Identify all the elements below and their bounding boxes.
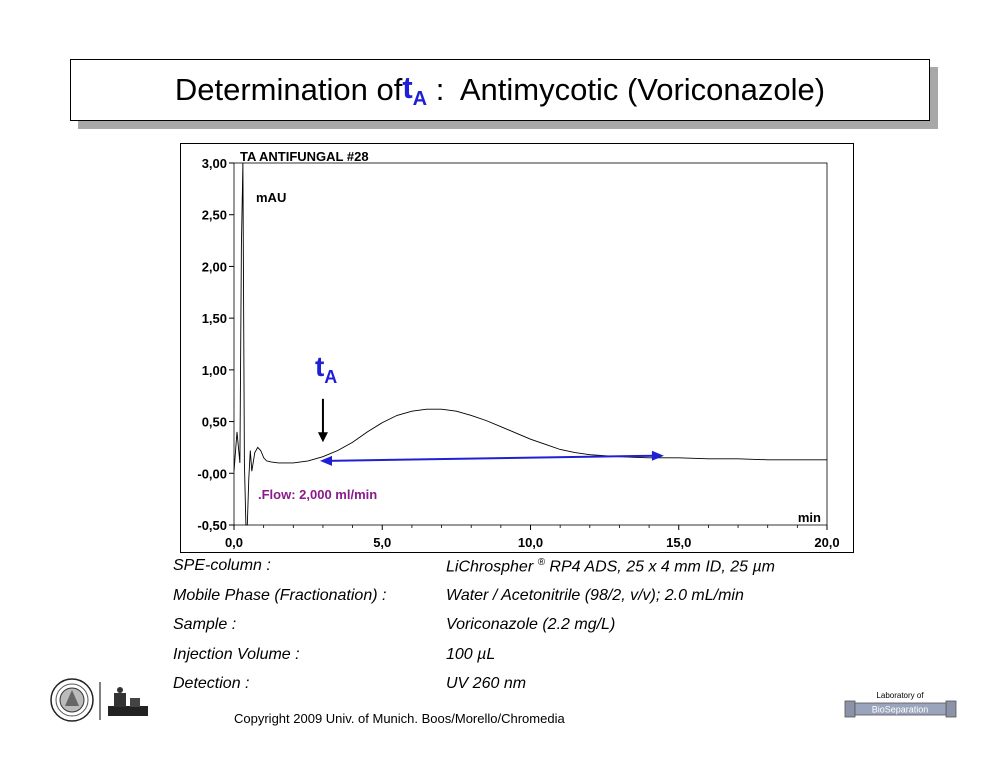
- spec-value: LiChrospher ® RP4 ADS, 25 x 4 mm ID, 25 …: [446, 557, 776, 576]
- x-tick-label: 10,0: [518, 535, 543, 550]
- logo-line1: Laboratory of: [876, 691, 924, 700]
- spec-label: Mobile Phase (Fractionation) :: [173, 586, 387, 604]
- ta-arrow-head: [317, 432, 328, 443]
- y-tick-label: -0,50: [197, 518, 227, 533]
- chart-frame: [180, 143, 854, 553]
- range-arrow-head-left: [319, 455, 332, 466]
- spec-label: SPE-column :: [173, 557, 271, 574]
- y-tick-label: 0,50: [202, 415, 227, 430]
- spec-label: Sample :: [173, 616, 237, 633]
- title-prefix: Determination of: [174, 72, 403, 107]
- slide-title: Determination of tA : Antimycotic (Voric…: [70, 59, 930, 121]
- y-tick-label: 3,00: [202, 156, 227, 171]
- chart-title: TA ANTIFUNGAL #28: [240, 149, 369, 164]
- x-tick-label: 5,0: [373, 535, 391, 550]
- y-axis-label: mAU: [256, 190, 286, 205]
- copyright-text: Copyright 2009 Univ. of Munich. Boos/Mor…: [234, 711, 565, 726]
- ta-marker-label: tA: [315, 351, 337, 387]
- flow-rate-label: .Flow: 2,000 ml/min: [258, 487, 377, 502]
- university-seal-logo: [50, 678, 155, 728]
- spec-value: Water / Acetonitrile (98/2, v/v); 2.0 mL…: [446, 586, 744, 604]
- y-tick-label: -0,00: [197, 466, 227, 481]
- spec-row: Sample : Voriconazole (2.2 mg/L): [173, 616, 873, 646]
- x-tick-label: 15,0: [666, 535, 691, 550]
- x-tick-label: 20,0: [814, 535, 839, 550]
- range-arrow-line: [327, 454, 656, 462]
- range-arrow-head-right: [651, 450, 664, 461]
- spec-row: SPE-column : LiChrospher ® RP4 ADS, 25 x…: [173, 557, 873, 587]
- spec-value: Voriconazole (2.2 mg/L): [446, 616, 616, 633]
- chromatogram-chart: -0,50 -0,00 0,50 1,00 1,50 2,00 2,50 3,00 0,0 5,0…: [197, 149, 839, 550]
- specs-table: SPE-column : LiChrospher ® RP4 ADS, 25 x…: [173, 557, 873, 705]
- y-tick-label: 2,00: [202, 259, 227, 274]
- y-tick-label: 1,50: [202, 311, 227, 326]
- spec-row: Detection : UV 260 nm: [173, 675, 873, 705]
- spec-value: 100 µL: [446, 645, 496, 663]
- spec-value: UV 260 nm: [446, 675, 527, 692]
- logo-line2: BioSeparation: [872, 705, 929, 715]
- y-tick-label: 2,50: [202, 208, 227, 223]
- bioseparation-logo: Laboratory of BioSeparation: [843, 688, 958, 728]
- spec-label: Injection Volume :: [173, 645, 300, 663]
- title-suffix: : Antimycotic (Voriconazole): [427, 72, 826, 107]
- x-tick-label: 0,0: [225, 535, 243, 550]
- spec-row: Injection Volume : 100 µL: [173, 646, 873, 676]
- spec-label: Detection :: [173, 675, 250, 692]
- chromatogram-trace: [233, 162, 827, 526]
- plot-area: [233, 162, 828, 526]
- title-symbol: tA: [402, 69, 428, 110]
- spec-row: Mobile Phase (Fractionation) : Water / A…: [173, 587, 873, 617]
- y-tick-label: 1,00: [202, 363, 227, 378]
- x-axis-label: min: [798, 510, 821, 525]
